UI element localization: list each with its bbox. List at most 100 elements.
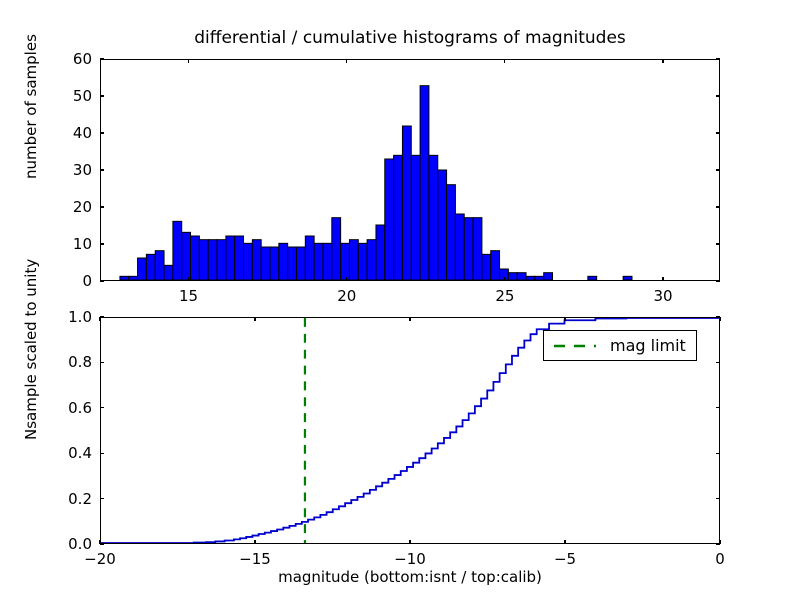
histogram-bar <box>129 276 138 280</box>
legend-label-mag-limit: mag limit <box>610 336 686 355</box>
histogram-bars <box>120 86 632 280</box>
xtick-mark <box>504 59 505 63</box>
histogram-bar <box>526 276 535 280</box>
xtick-label: −10 <box>394 550 426 568</box>
ytick-mark <box>716 58 720 59</box>
histogram-bar <box>491 251 500 280</box>
ytick-label: 30 <box>0 161 92 179</box>
ytick-mark <box>100 206 104 207</box>
ytick-mark <box>100 498 104 499</box>
figure-canvas: differential / cumulative histograms of … <box>0 0 800 600</box>
ytick-label: 1.0 <box>0 308 92 326</box>
histogram-bar <box>358 243 367 280</box>
xtick-mark <box>188 59 189 63</box>
ytick-label: 0 <box>0 272 92 290</box>
ytick-mark <box>100 316 104 317</box>
histogram-bar <box>588 276 597 280</box>
histogram-bar <box>473 218 482 280</box>
ytick-label: 60 <box>0 50 92 68</box>
ytick-mark <box>100 407 104 408</box>
ytick-label: 0.0 <box>0 535 92 553</box>
histogram-bar <box>235 236 244 280</box>
xtick-mark <box>504 277 505 281</box>
histogram-bar <box>349 240 358 280</box>
histogram-bar <box>279 243 288 280</box>
ytick-label: 20 <box>0 198 92 216</box>
histogram-bar <box>438 170 447 280</box>
ytick-mark <box>716 169 720 170</box>
ytick-label: 0.8 <box>0 353 92 371</box>
histogram-bar <box>464 218 473 280</box>
ytick-mark <box>100 362 104 363</box>
histogram-bar <box>394 155 403 280</box>
ytick-mark <box>100 58 104 59</box>
xtick-mark <box>346 277 347 281</box>
histogram-bar <box>226 236 235 280</box>
histogram-bar <box>341 243 350 280</box>
xtick-label: 20 <box>337 287 356 305</box>
xtick-label: 25 <box>495 287 514 305</box>
ytick-mark <box>716 498 720 499</box>
ytick-mark <box>716 206 720 207</box>
histogram-bar <box>411 155 420 280</box>
mag-limit-legend-line-icon <box>552 341 598 351</box>
histogram-bar <box>429 155 438 280</box>
xtick-mark <box>662 277 663 281</box>
xtick-mark <box>99 540 100 544</box>
xtick-mark <box>346 59 347 63</box>
ytick-label: 10 <box>0 235 92 253</box>
ytick-label: 0.4 <box>0 444 92 462</box>
histogram-bar <box>544 273 553 280</box>
bottom-x-axis-label: magnitude (bottom:isnt / top:calib) <box>100 568 720 586</box>
xtick-mark <box>719 540 720 544</box>
histogram-bar <box>332 218 341 280</box>
xtick-mark <box>564 540 565 544</box>
histogram-bar <box>261 247 270 280</box>
histogram-bar <box>288 247 297 280</box>
histogram-bar <box>252 240 261 280</box>
histogram-bar <box>367 240 376 280</box>
xtick-label: −15 <box>239 550 271 568</box>
histogram-bar <box>455 214 464 280</box>
histogram-bar <box>323 243 332 280</box>
histogram-bar <box>623 276 632 280</box>
histogram-bar <box>217 240 226 280</box>
ytick-mark <box>100 95 104 96</box>
xtick-label: 15 <box>179 287 198 305</box>
xtick-mark <box>409 317 410 321</box>
ytick-label: 0.2 <box>0 490 92 508</box>
xtick-mark <box>99 317 100 321</box>
histogram-bar <box>173 221 182 280</box>
ytick-label: 40 <box>0 124 92 142</box>
ytick-label: 0.6 <box>0 399 92 417</box>
ytick-mark <box>716 95 720 96</box>
histogram-bar <box>270 247 279 280</box>
histogram-bar <box>199 240 208 280</box>
ytick-mark <box>716 132 720 133</box>
xtick-mark <box>188 277 189 281</box>
ytick-mark <box>716 407 720 408</box>
histogram-bar <box>314 243 323 280</box>
histogram-bar <box>191 236 200 280</box>
histogram-bar <box>164 265 173 280</box>
histogram-bar <box>447 185 456 280</box>
top-histogram-axes <box>100 59 720 281</box>
ytick-mark <box>100 132 104 133</box>
xtick-mark <box>564 317 565 321</box>
histogram-bar <box>482 254 491 280</box>
histogram-bar <box>535 276 544 280</box>
ytick-mark <box>716 362 720 363</box>
xtick-mark <box>719 317 720 321</box>
ytick-mark <box>716 243 720 244</box>
xtick-mark <box>409 540 410 544</box>
histogram-bar <box>420 86 429 280</box>
histogram-bar <box>155 251 164 280</box>
histogram-bar <box>376 225 385 280</box>
histogram-bar <box>402 126 411 280</box>
xtick-label: 0 <box>715 550 725 568</box>
bottom-y-axis-label: Nsample scaled to unity <box>22 258 40 439</box>
ytick-label: 50 <box>0 87 92 105</box>
histogram-bar <box>305 236 314 280</box>
histogram-bar <box>120 276 129 280</box>
top-y-axis-label: number of samples <box>22 34 40 179</box>
